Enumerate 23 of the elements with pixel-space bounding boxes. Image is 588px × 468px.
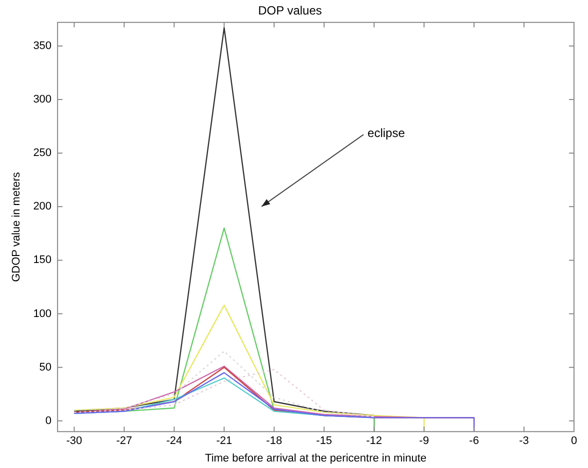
y-tick-label: 350 [33, 40, 52, 52]
y-tick-label: 150 [33, 254, 52, 266]
chart-title: DOP values [258, 4, 322, 18]
y-tick-label: 250 [33, 147, 52, 160]
y-tick-label: 0 [45, 414, 52, 427]
x-tick-label: -12 [366, 435, 382, 448]
y-axis-title: GDOP value in meters [10, 172, 23, 282]
x-tick-label: -24 [166, 435, 182, 448]
x-tick-label: -30 [66, 435, 82, 448]
y-tick-label: 300 [33, 94, 52, 106]
x-tick-label: -6 [469, 435, 479, 448]
x-tick-label: -27 [116, 435, 132, 448]
x-tick-label: -21 [216, 435, 232, 448]
y-tick-label: 200 [33, 200, 52, 213]
x-tick-label: -15 [316, 435, 332, 448]
y-tick-label: 50 [39, 361, 52, 374]
x-tick-label: -3 [519, 435, 529, 448]
x-tick-label: -18 [266, 435, 282, 448]
x-tick-label: -9 [419, 435, 429, 448]
x-axis-title: Time before arrival at the pericentre in minute [205, 452, 427, 464]
annotation: eclipse [368, 126, 406, 140]
x-tick-label: 0 [570, 435, 578, 448]
y-tick-label: 100 [33, 308, 52, 320]
